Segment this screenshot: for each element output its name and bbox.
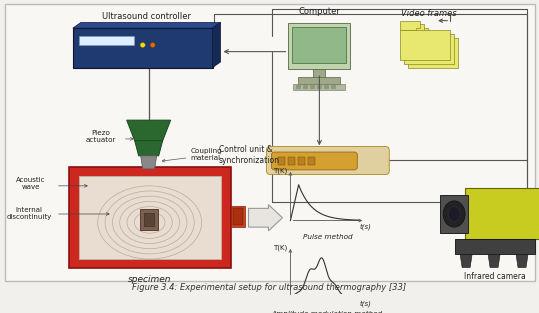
FancyBboxPatch shape xyxy=(331,85,336,89)
FancyBboxPatch shape xyxy=(465,188,539,239)
Polygon shape xyxy=(488,254,500,268)
Polygon shape xyxy=(404,24,424,34)
Text: Internal
discontinuity: Internal discontinuity xyxy=(6,208,52,220)
FancyBboxPatch shape xyxy=(288,157,295,165)
FancyBboxPatch shape xyxy=(303,85,308,89)
Polygon shape xyxy=(248,205,282,231)
Text: Piezo
actuator: Piezo actuator xyxy=(86,130,116,142)
FancyBboxPatch shape xyxy=(272,152,357,170)
Ellipse shape xyxy=(448,207,460,222)
FancyBboxPatch shape xyxy=(232,208,243,225)
FancyBboxPatch shape xyxy=(293,27,347,63)
FancyBboxPatch shape xyxy=(5,4,535,281)
FancyBboxPatch shape xyxy=(404,34,454,64)
FancyBboxPatch shape xyxy=(313,69,326,78)
Text: Acoustic
wave: Acoustic wave xyxy=(16,177,46,190)
Ellipse shape xyxy=(443,201,465,227)
Polygon shape xyxy=(400,21,420,30)
Polygon shape xyxy=(212,23,220,68)
Text: Control unit &
synchronization: Control unit & synchronization xyxy=(218,145,280,165)
FancyBboxPatch shape xyxy=(299,157,306,165)
Text: t(s): t(s) xyxy=(360,301,371,307)
Text: Pulse method: Pulse method xyxy=(302,233,352,239)
Polygon shape xyxy=(408,28,428,38)
FancyBboxPatch shape xyxy=(231,207,245,227)
Polygon shape xyxy=(73,23,220,28)
FancyBboxPatch shape xyxy=(266,146,389,175)
FancyBboxPatch shape xyxy=(73,28,212,68)
FancyBboxPatch shape xyxy=(296,85,301,89)
Polygon shape xyxy=(141,156,157,169)
Text: Computer: Computer xyxy=(299,7,340,16)
FancyBboxPatch shape xyxy=(455,239,535,254)
FancyBboxPatch shape xyxy=(440,195,468,233)
FancyBboxPatch shape xyxy=(408,38,458,68)
Text: Coupling
material: Coupling material xyxy=(191,148,223,162)
Text: T(K): T(K) xyxy=(273,244,288,251)
FancyBboxPatch shape xyxy=(79,36,134,45)
FancyBboxPatch shape xyxy=(293,85,345,90)
Text: Infrared camera: Infrared camera xyxy=(464,272,526,281)
Polygon shape xyxy=(127,120,171,141)
FancyBboxPatch shape xyxy=(317,85,322,89)
Text: specimen: specimen xyxy=(128,275,171,284)
FancyBboxPatch shape xyxy=(79,177,220,259)
Text: Figure 3.4: Experimental setup for ultrasound thermography [33]: Figure 3.4: Experimental setup for ultra… xyxy=(133,283,406,292)
Polygon shape xyxy=(516,254,528,268)
FancyBboxPatch shape xyxy=(324,85,329,89)
FancyBboxPatch shape xyxy=(288,23,350,69)
FancyBboxPatch shape xyxy=(140,209,157,230)
Text: Amplitude modulation method: Amplitude modulation method xyxy=(272,310,383,313)
Circle shape xyxy=(140,43,145,47)
Text: Video frames: Video frames xyxy=(402,9,457,18)
Text: T(K): T(K) xyxy=(273,167,288,174)
FancyBboxPatch shape xyxy=(144,213,154,226)
Text: t(s): t(s) xyxy=(360,224,371,230)
FancyBboxPatch shape xyxy=(308,157,315,165)
FancyBboxPatch shape xyxy=(310,85,315,89)
FancyBboxPatch shape xyxy=(400,30,450,60)
FancyBboxPatch shape xyxy=(299,77,340,84)
FancyBboxPatch shape xyxy=(69,167,231,269)
FancyBboxPatch shape xyxy=(279,157,286,165)
Polygon shape xyxy=(460,254,472,268)
Text: Ultrasound controller: Ultrasound controller xyxy=(102,13,191,21)
Circle shape xyxy=(150,43,155,47)
Polygon shape xyxy=(135,141,163,156)
